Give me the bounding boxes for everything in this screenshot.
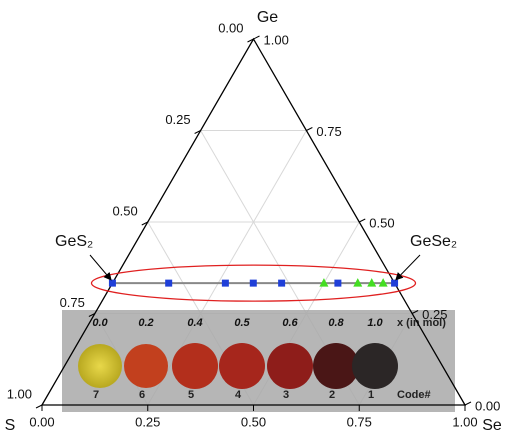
tick-mark: [465, 402, 471, 405]
photo-code: 1: [368, 389, 374, 401]
photo-code: 6: [139, 389, 145, 401]
right-tick-label: 0.25: [422, 307, 447, 322]
photo-code: 3: [283, 389, 289, 401]
left-tick-label: 0.75: [60, 295, 85, 310]
photo-x-label: 0.4: [187, 317, 202, 329]
photo-x-label: 0.6: [282, 317, 298, 329]
axis-title: Se: [482, 417, 502, 434]
left-tick-label: 0.50: [112, 203, 137, 218]
left-tick-label: 0.25: [165, 112, 190, 127]
right-tick-label: 1.00: [264, 32, 289, 47]
photo-x-label: 1.0: [367, 317, 383, 329]
photo-x-label: 0.2: [138, 317, 153, 329]
data-point: [109, 280, 116, 287]
right-tick-label: 0.00: [475, 398, 500, 413]
data-point: [391, 280, 398, 287]
sample-disc: [78, 344, 122, 388]
sample-disc: [352, 343, 398, 389]
photo-x-label: 0.5: [234, 317, 250, 329]
left-tick-label: 0.00: [218, 20, 243, 35]
photo-code-caption: Code#: [397, 389, 431, 401]
sample-photo: 0.070.260.450.540.630.821.01x (in mol)Co…: [62, 310, 455, 412]
annotation-arrow: [90, 255, 110, 279]
sample-disc: [172, 343, 218, 389]
tick-mark: [359, 219, 365, 222]
sample-disc: [267, 343, 313, 389]
sample-disc: [124, 344, 168, 388]
left-tick-label: 1.00: [7, 386, 32, 401]
chart: 0.070.260.450.540.630.821.01x (in mol)Co…: [0, 0, 508, 436]
tick-mark: [36, 405, 42, 408]
photo-code: 4: [235, 389, 242, 401]
axis-title: S: [5, 417, 16, 434]
bottom-tick-label: 0.75: [347, 414, 372, 429]
photo-code: 5: [188, 389, 194, 401]
annotation: GeSe₂: [410, 233, 457, 250]
photo-code: 2: [329, 389, 335, 401]
data-point: [278, 280, 285, 287]
sample-disc: [219, 343, 265, 389]
data-point: [165, 280, 172, 287]
photo-x-label: 0.8: [328, 317, 344, 329]
bottom-tick-label: 1.00: [452, 414, 477, 429]
data-point: [334, 280, 341, 287]
bottom-tick-label: 0.00: [29, 414, 54, 429]
tick-mark: [254, 36, 260, 39]
photo-x-label: 0.0: [92, 317, 108, 329]
data-point: [222, 280, 229, 287]
annotation: GeS₂: [55, 233, 93, 250]
tick-mark: [306, 128, 312, 131]
right-tick-label: 0.50: [369, 215, 394, 230]
photo-code: 7: [93, 389, 99, 401]
bottom-tick-label: 0.50: [241, 414, 266, 429]
annotation-arrow: [397, 255, 420, 279]
data-point: [250, 280, 257, 287]
bottom-tick-label: 0.25: [135, 414, 160, 429]
right-tick-label: 0.75: [316, 124, 341, 139]
axis-title: Ge: [257, 9, 278, 26]
